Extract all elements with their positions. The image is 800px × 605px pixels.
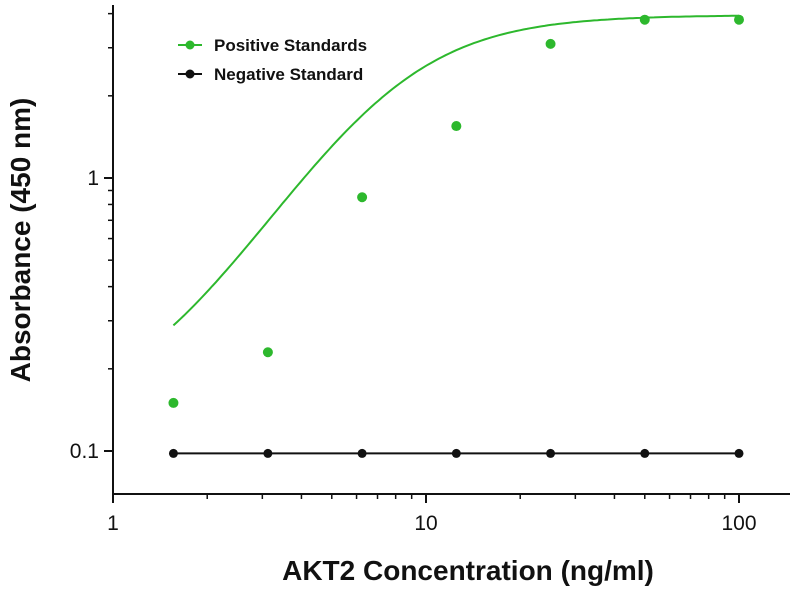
legend-negative-label: Negative Standard xyxy=(214,65,363,84)
negative-point xyxy=(357,448,367,458)
positive-point xyxy=(262,347,273,358)
y-axis-title: Absorbance (450 nm) xyxy=(5,98,36,383)
legend-positive-label: Positive Standards xyxy=(214,36,367,55)
positive-point xyxy=(451,121,462,132)
x-tick-label: 1 xyxy=(107,512,119,535)
positive-point xyxy=(357,192,368,203)
negative-point xyxy=(546,448,556,458)
negative-point xyxy=(168,448,178,458)
legend-negative-marker xyxy=(185,69,195,79)
positive-point xyxy=(545,38,556,49)
positive-point xyxy=(168,397,179,408)
y-tick-label: 1 xyxy=(87,167,99,190)
legend-positive-marker xyxy=(185,40,195,50)
x-tick-label: 10 xyxy=(414,512,437,535)
negative-point xyxy=(451,448,461,458)
negative-point xyxy=(734,448,744,458)
positive-point xyxy=(734,14,744,25)
negative-point xyxy=(640,448,650,458)
x-tick-label: 100 xyxy=(721,512,756,535)
positive-point xyxy=(639,14,650,25)
x-axis-title: AKT2 Concentration (ng/ml) xyxy=(282,555,654,586)
negative-point xyxy=(263,448,273,458)
y-tick-label: 0.1 xyxy=(70,440,99,463)
positive-fit-curve xyxy=(172,14,739,327)
